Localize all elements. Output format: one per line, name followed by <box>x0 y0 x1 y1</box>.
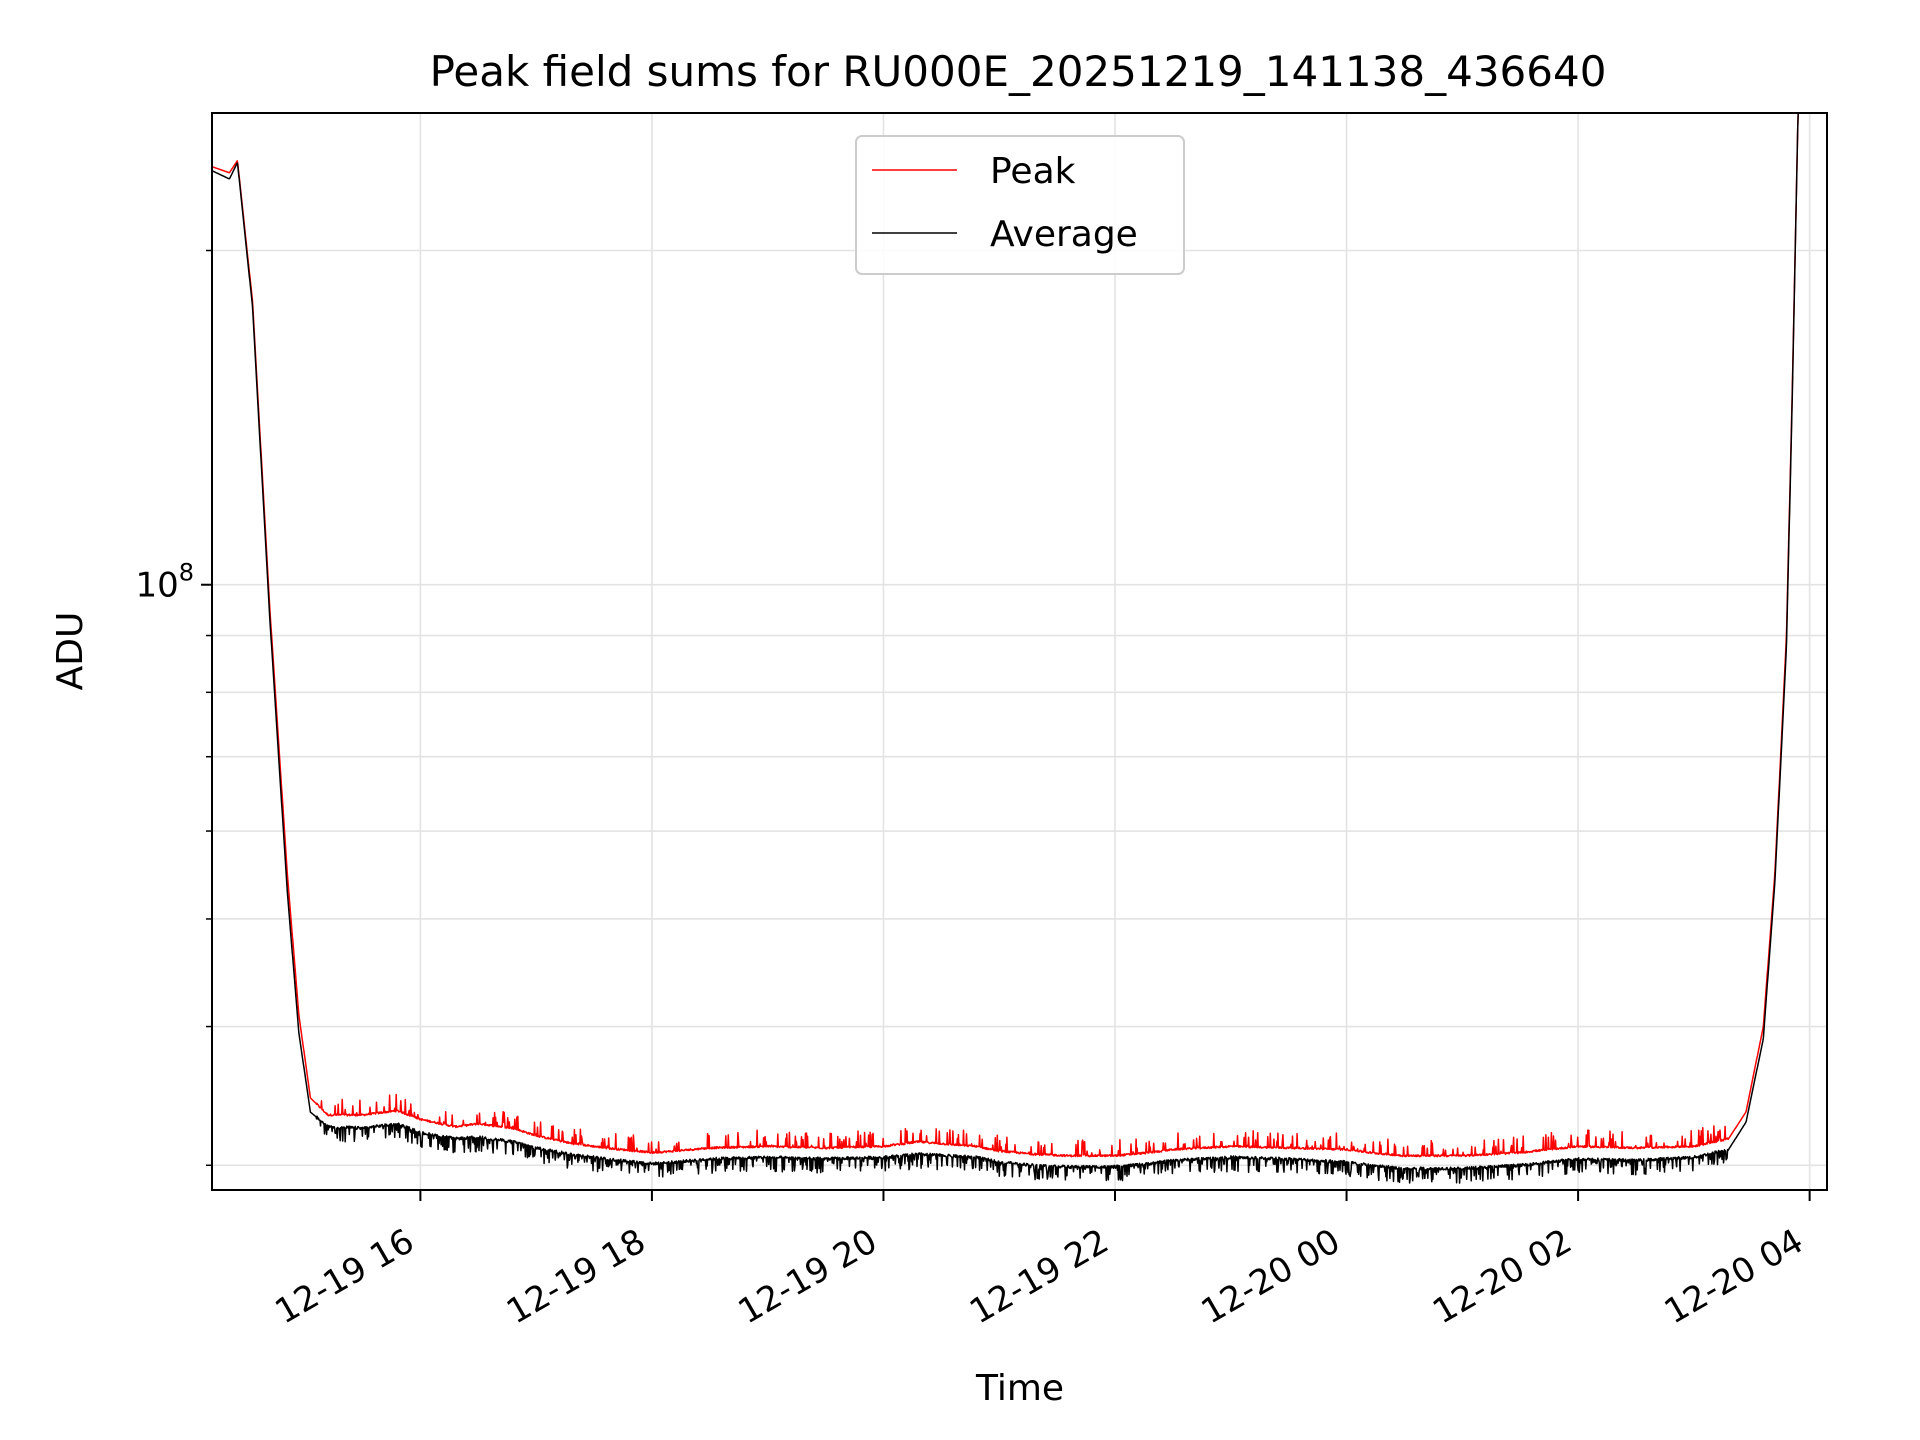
legend-average-label: Average <box>990 214 1138 255</box>
series-average-line <box>212 113 1827 1184</box>
x-axis-label: Time <box>975 1368 1064 1409</box>
y-tick-base: 10 <box>135 566 178 606</box>
series-peak-line <box>212 113 1827 1158</box>
y-tick-label: 108 <box>135 559 194 606</box>
legend: Peak Average <box>855 135 1185 275</box>
y-axis-label: ADU <box>50 612 91 691</box>
chart-title: Peak field sums for RU000E_20251219_1411… <box>430 47 1607 96</box>
plot-frame <box>211 112 1828 1191</box>
series-layer <box>212 113 1827 1184</box>
legend-peak-label: Peak <box>990 151 1076 192</box>
y-tick-exponent: 8 <box>179 559 194 587</box>
